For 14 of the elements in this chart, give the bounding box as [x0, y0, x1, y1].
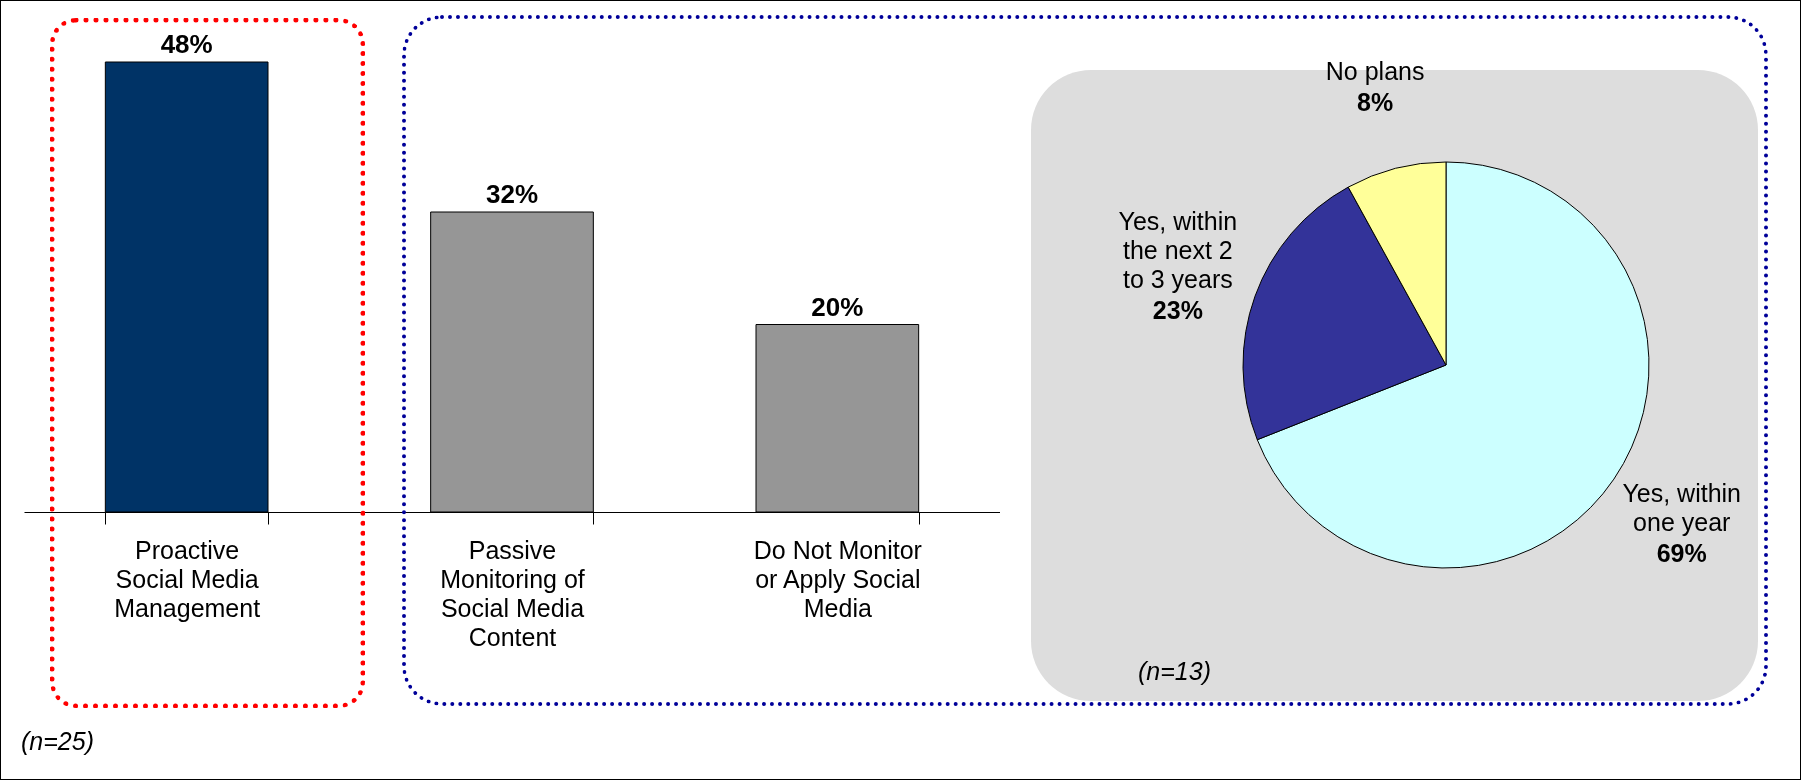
data-label: 48% [160, 29, 213, 59]
text: (n=13) [1138, 657, 1211, 686]
data-label: 32% [485, 179, 539, 209]
text: (n=25) [21, 727, 94, 756]
slice-label: Yes, within the next 2 to 3 years [1118, 207, 1238, 294]
data-label: 69% [1656, 538, 1707, 567]
data-label: 8% [1357, 87, 1394, 116]
x-tick-label: Do Not Monitor or Apply Social Media [753, 535, 922, 622]
slice-label: No plans [1325, 56, 1425, 85]
slice-label: Yes, within one year [1622, 478, 1742, 536]
x-tick-label: Passive Monitoring of Social Media Content [440, 535, 585, 651]
x-tick-label: Proactive Social Media Management [114, 535, 261, 622]
data-label: 20% [811, 291, 864, 322]
data-label: 23% [1152, 296, 1203, 325]
